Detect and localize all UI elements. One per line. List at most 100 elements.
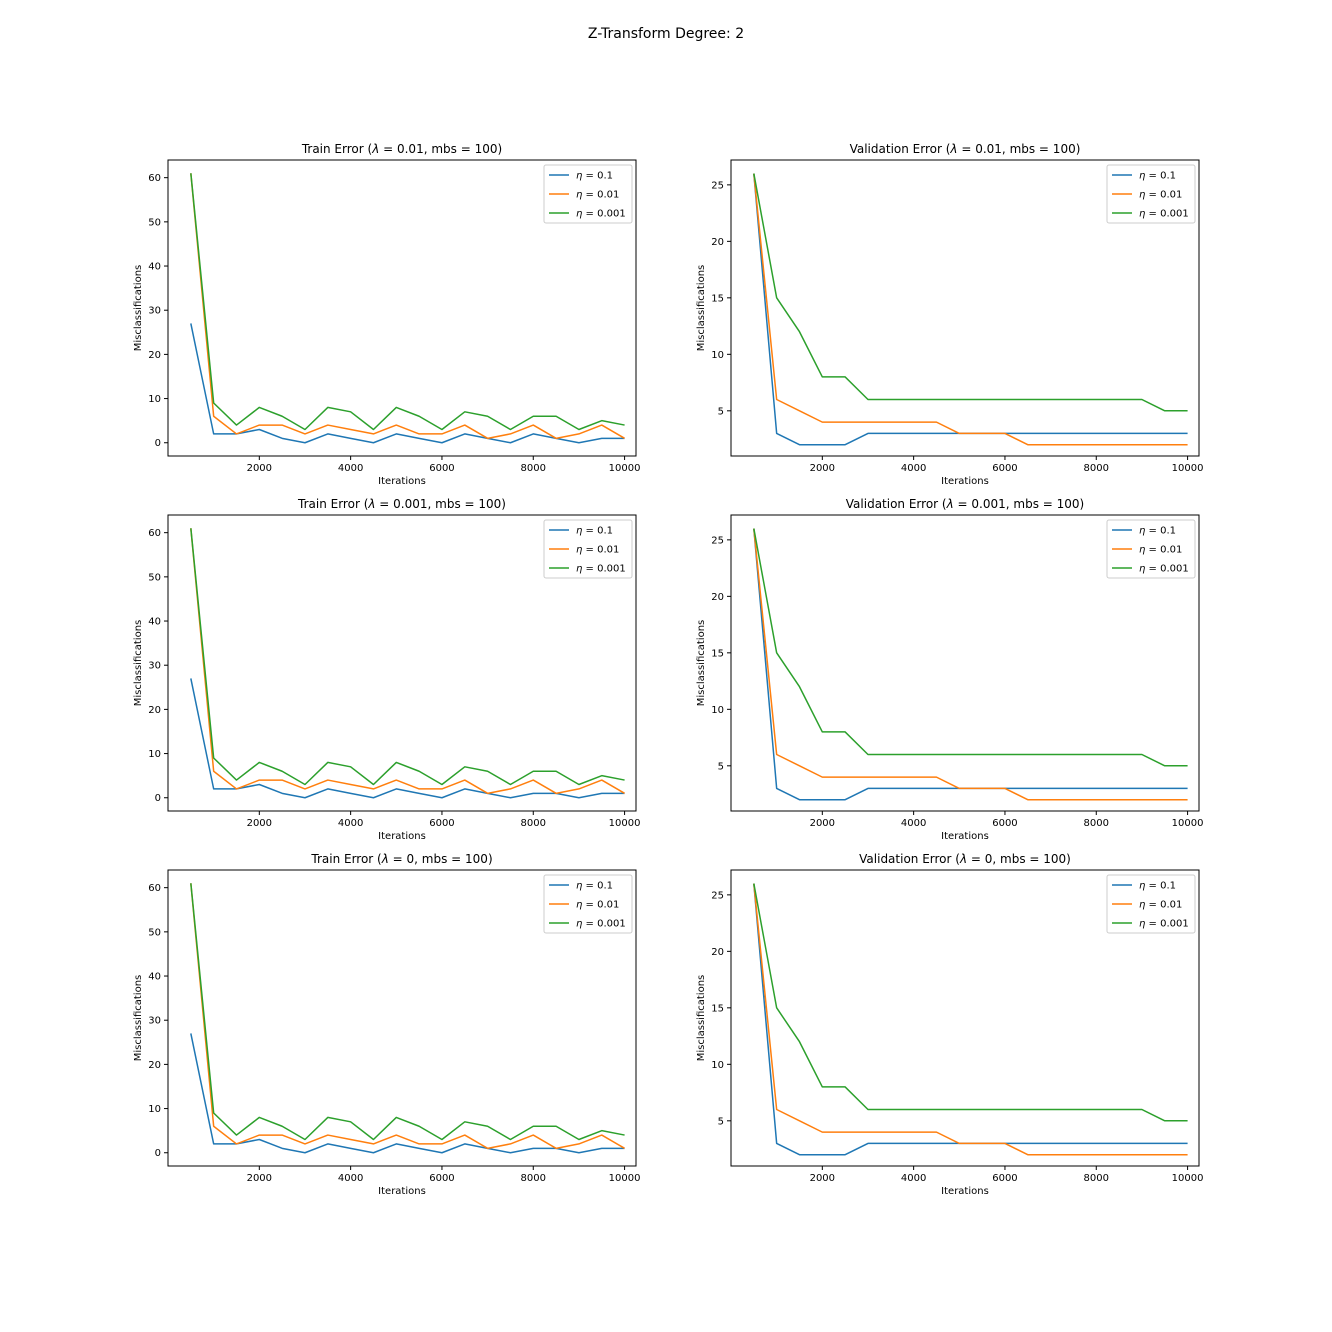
plot-title: Train Error (λ = 0, mbs = 100) (310, 852, 492, 866)
plot-title: Validation Error (λ = 0.001, mbs = 100) (846, 497, 1084, 511)
series-line-1 (190, 323, 625, 444)
legend-value: = 0.001 (582, 564, 625, 575)
legend-symbol: η (1139, 526, 1145, 537)
legend-value: = 0.01 (582, 545, 619, 556)
y-tick-label: 20 (711, 237, 724, 248)
x-tick-label: 8000 (521, 463, 546, 474)
legend-value: = 0.01 (1145, 900, 1182, 911)
legend-box (1106, 874, 1196, 934)
y-tick-label: 25 (711, 180, 724, 191)
plot-title-suffix: = 0.01, mbs = 100) (958, 142, 1081, 156)
y-tick-label: 40 (148, 972, 161, 983)
x-axis-label: Iterations (378, 1186, 426, 1197)
subplot-1: Train Error (λ = 0.01, mbs = 100)2000 400… (133, 142, 640, 487)
x-axis-label: Iterations (941, 476, 989, 487)
series-line-2 (753, 528, 1188, 801)
legend-symbol: η (576, 564, 582, 575)
legend-symbol: η (1139, 564, 1145, 575)
x-tick-label: 6000 (992, 1173, 1017, 1184)
series-line-3 (190, 883, 625, 1141)
legend-symbol: η (1139, 545, 1145, 556)
legend-entry-2: η = 0.01 (1139, 190, 1182, 201)
plot-title-symbol: λ (946, 497, 954, 511)
legend-value: = 0.001 (1145, 919, 1188, 930)
series-line-2 (190, 528, 625, 795)
legend-value: = 0.1 (582, 526, 613, 537)
plot-frame (167, 514, 637, 812)
x-tick-label: 8000 (1084, 818, 1109, 829)
legend-symbol: η (576, 900, 582, 911)
x-tick-label: 2000 (247, 463, 272, 474)
y-tick-label: 10 (711, 350, 724, 361)
x-tick-label: 6000 (429, 463, 454, 474)
plot-title-prefix: Train Error ( (310, 852, 381, 866)
legend-entry-2: η = 0.01 (576, 900, 619, 911)
legend-box (543, 164, 633, 224)
series-line-3 (753, 528, 1188, 767)
x-tick-label: 10000 (609, 463, 641, 474)
y-tick-label: 5 (718, 406, 724, 417)
x-tick-label: 4000 (901, 1173, 926, 1184)
legend-value: = 0.1 (1145, 526, 1176, 537)
legend-value: = 0.01 (582, 190, 619, 201)
series-line-1 (190, 678, 625, 799)
series-line-2 (753, 173, 1188, 446)
x-tick-label: 6000 (992, 463, 1017, 474)
legend-value: = 0.1 (582, 881, 613, 892)
x-tick-label: 4000 (338, 1173, 363, 1184)
x-tick-label: 2000 (810, 463, 835, 474)
plot-title-suffix: = 0.001, mbs = 100) (954, 497, 1085, 511)
x-tick-label: 8000 (1084, 1173, 1109, 1184)
plot-title-prefix: Validation Error ( (846, 497, 947, 511)
y-tick-label: 10 (711, 705, 724, 716)
subplot-5: Train Error (λ = 0, mbs = 100) 2000 4000 60… (133, 852, 640, 1197)
legend-symbol: η (1139, 881, 1145, 892)
legend-symbol: η (576, 919, 582, 930)
legend-entry-3: η = 0.001 (576, 919, 626, 930)
legend-symbol: η (576, 545, 582, 556)
legend-entry-2: η = 0.01 (576, 545, 619, 556)
plot-title: Train Error (λ = 0.01, mbs = 100) (301, 142, 502, 156)
legend-entry-3: η = 0.001 (1139, 564, 1189, 575)
legend-value: = 0.01 (582, 900, 619, 911)
y-tick-label: 20 (148, 705, 161, 716)
x-tick-label: 2000 (810, 1173, 835, 1184)
x-tick-label: 4000 (901, 463, 926, 474)
legend-value: = 0.1 (582, 171, 613, 182)
y-tick-label: 5 (718, 761, 724, 772)
legend-entry-2: η = 0.01 (1139, 900, 1182, 911)
legend-box (543, 874, 633, 934)
y-tick-label: 60 (148, 173, 161, 184)
x-tick-label: 10000 (1172, 1173, 1204, 1184)
plot-frame (730, 869, 1200, 1167)
plot-title-suffix: = 0.001, mbs = 100) (375, 497, 506, 511)
y-axis-label: Misclassifications (696, 265, 707, 352)
plot-frame (730, 159, 1200, 457)
x-tick-label: 10000 (609, 1173, 641, 1184)
y-tick-label: 10 (711, 1060, 724, 1071)
legend-symbol: η (576, 881, 582, 892)
plot-title-prefix: Validation Error ( (850, 142, 951, 156)
legend-value: = 0.1 (1145, 881, 1176, 892)
subplot-4: Validation Error (λ = 0.001, mbs = 100) 2… (696, 497, 1203, 842)
y-tick-label: 50 (148, 572, 161, 583)
legend-symbol: η (1139, 919, 1145, 930)
plot-title-prefix: Train Error ( (301, 142, 372, 156)
legend-entry-2: η = 0.01 (576, 190, 619, 201)
x-tick-label: 10000 (609, 818, 641, 829)
y-tick-label: 5 (718, 1116, 724, 1127)
plot-frame (167, 869, 637, 1167)
series-line-3 (753, 173, 1188, 412)
plot-title-suffix: = 0, mbs = 100) (967, 852, 1071, 866)
legend-box (1106, 519, 1196, 579)
y-tick-label: 0 (155, 1148, 161, 1159)
x-tick-label: 2000 (810, 818, 835, 829)
legend-value: = 0.001 (582, 919, 625, 930)
legend-entry-1: η = 0.1 (576, 171, 613, 182)
legend-entry-1: η = 0.1 (1139, 526, 1176, 537)
x-tick-label: 8000 (521, 818, 546, 829)
y-tick-label: 25 (711, 535, 724, 546)
y-tick-label: 20 (148, 350, 161, 361)
x-axis-label: Iterations (378, 476, 426, 487)
